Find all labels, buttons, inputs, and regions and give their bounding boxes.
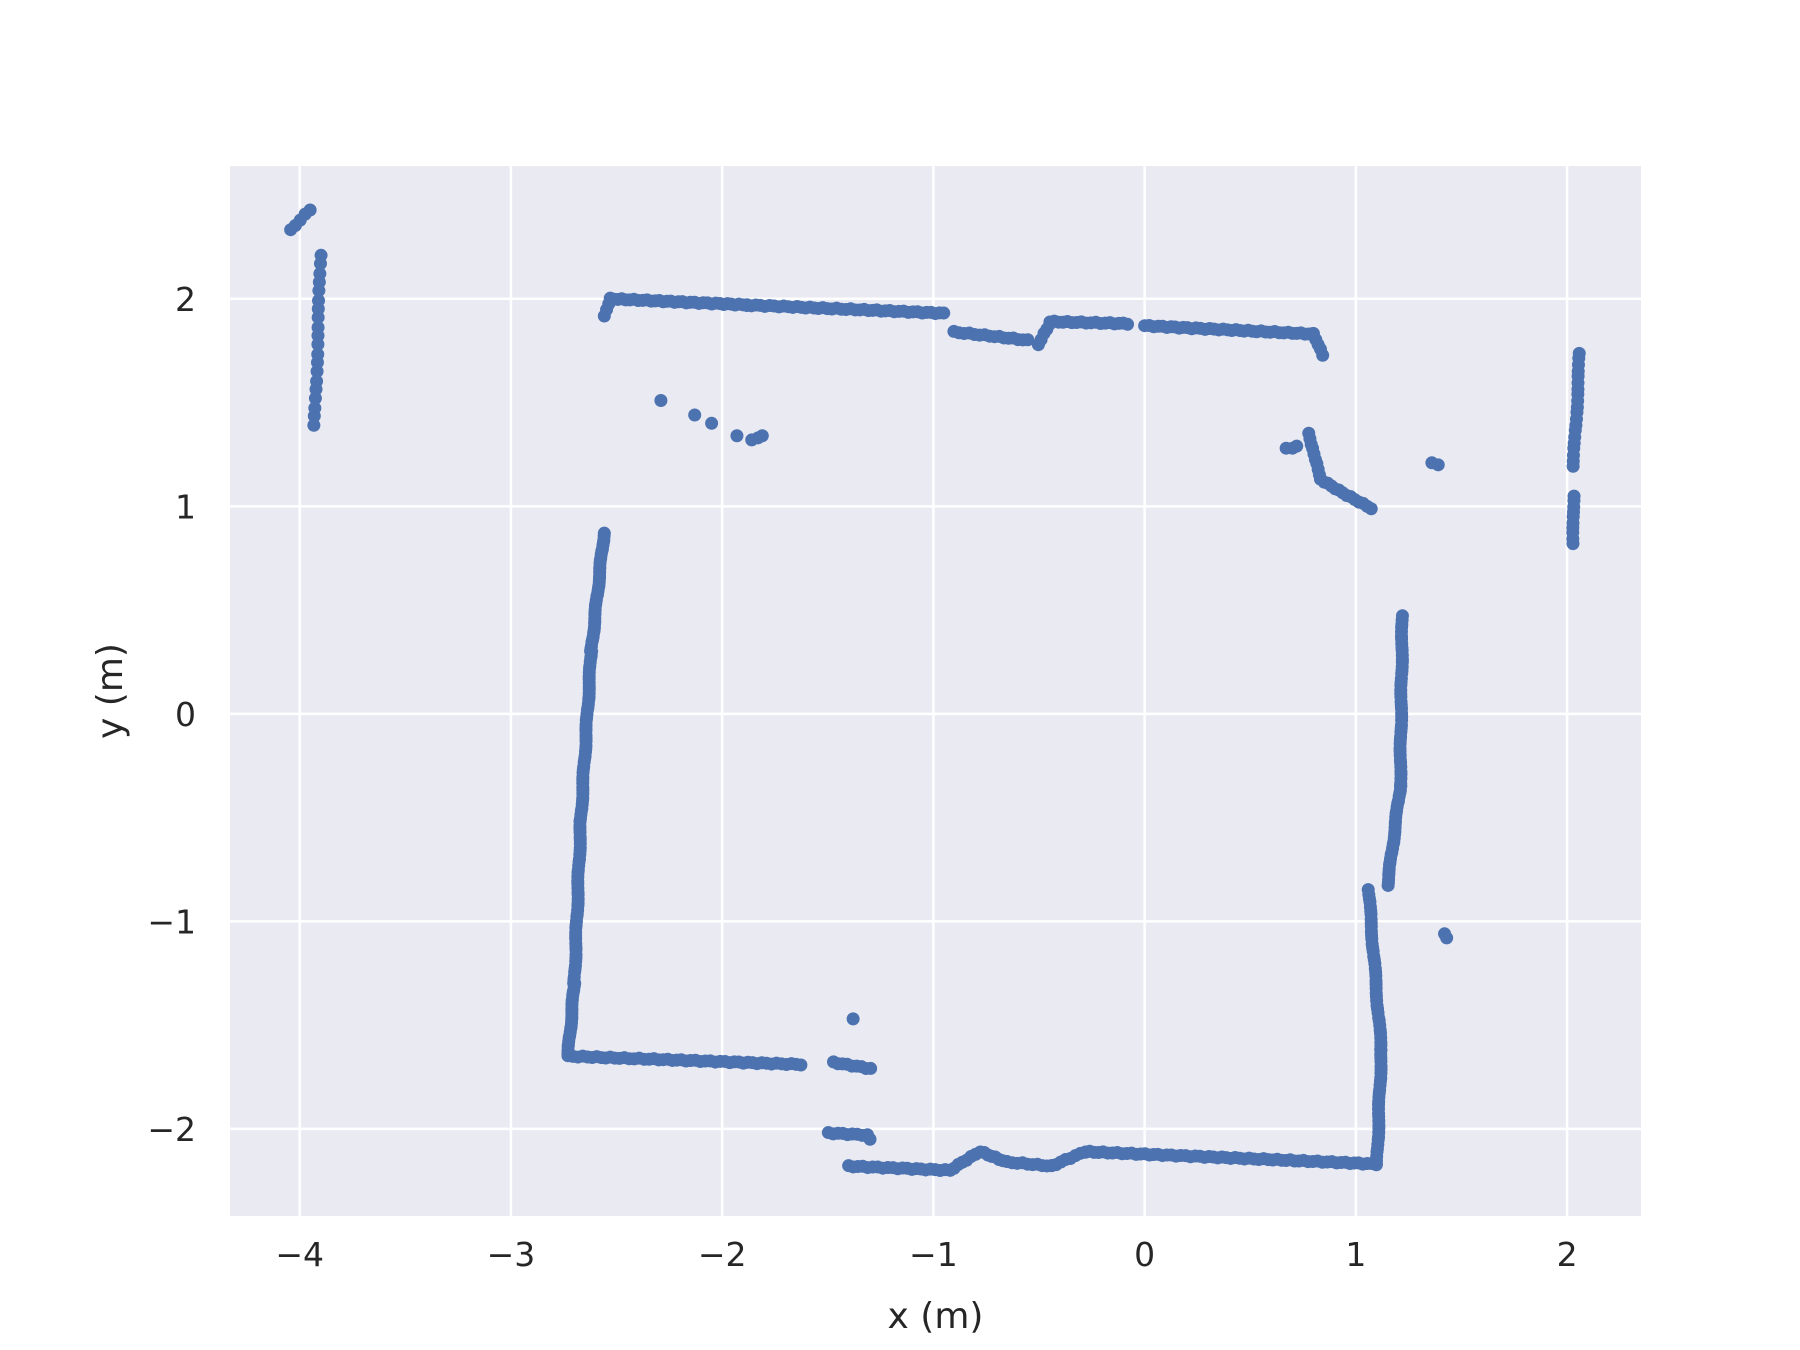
scatter-point [654, 393, 668, 407]
scatter-point [1316, 348, 1330, 362]
y-axis-label: y (m) [90, 643, 131, 739]
y-tick-label: 1 [175, 487, 196, 526]
x-tick-label: −3 [487, 1235, 536, 1274]
scatter-point [863, 1132, 877, 1146]
scatter-point [864, 1061, 878, 1075]
scatter-point [312, 284, 326, 298]
scatter-point [303, 203, 317, 217]
x-tick-label: 0 [1134, 1235, 1155, 1274]
y-tick-labels: −2 −1 0 1 2 [147, 280, 196, 1149]
scatter-point [1431, 458, 1445, 472]
scatter-point [1566, 459, 1580, 473]
y-tick-label: −2 [147, 1110, 196, 1149]
y-tick-label: −1 [147, 902, 196, 941]
plot-area [230, 166, 1641, 1216]
x-tick-labels: −4 −3 −2 −1 0 1 2 [275, 1235, 1577, 1274]
data-points [284, 203, 1586, 1178]
scatter-point [755, 429, 769, 443]
scatter-point [1290, 439, 1304, 453]
scatter-point [313, 257, 327, 271]
x-axis-label: x (m) [888, 1296, 984, 1337]
scatter-point [310, 364, 324, 378]
x-tick-label: −4 [275, 1235, 324, 1274]
scatter-point [307, 418, 321, 432]
x-tick-label: −1 [909, 1235, 958, 1274]
scatter-point [311, 310, 325, 324]
x-tick-label: 1 [1345, 1235, 1366, 1274]
scatter-point [1361, 883, 1375, 897]
scatter-point [1566, 537, 1580, 551]
scatter-point [1395, 609, 1409, 623]
x-tick-label: 2 [1557, 1235, 1578, 1274]
scatter-point [1121, 317, 1135, 331]
scatter-point [937, 306, 951, 320]
scatter-point [307, 409, 321, 423]
y-tick-label: 0 [175, 695, 196, 734]
scatter-point [1440, 931, 1454, 945]
y-tick-label: 2 [175, 280, 196, 319]
x-tick-label: −2 [698, 1235, 747, 1274]
scatter-point [730, 429, 744, 443]
scatter-point [1021, 333, 1035, 347]
scatter-point [794, 1058, 808, 1072]
scatter-point [308, 391, 322, 405]
scatter-point [1364, 502, 1378, 516]
scatter-point [846, 1012, 860, 1026]
scatter-point [311, 337, 325, 351]
scatter-point [705, 416, 719, 430]
scatter-point [688, 408, 702, 422]
